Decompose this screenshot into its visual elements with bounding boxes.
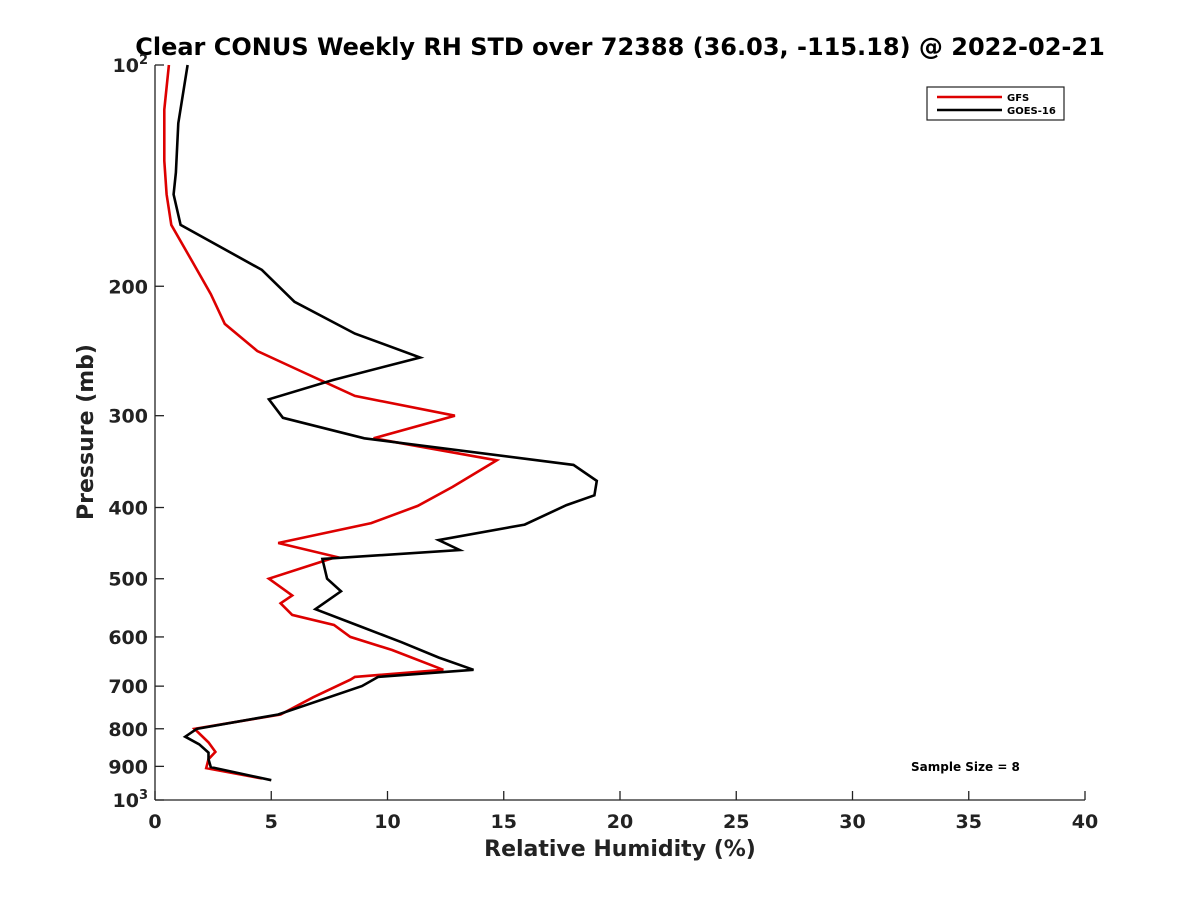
y-tick-label: 300: [108, 406, 148, 428]
legend-box: [926, 86, 1065, 121]
x-tick-label: 5: [265, 811, 278, 833]
y-tick-label: 200: [108, 276, 148, 298]
y-tick-label: 700: [108, 676, 148, 698]
y-axis-ticks: 102 200 300 400 500 600 700 800 900 103: [108, 53, 164, 812]
x-tick-label: 35: [956, 811, 982, 833]
legend: GFS GOES-16: [926, 86, 1065, 121]
y-tick-label: 102: [113, 53, 149, 77]
x-tick-label: 10: [374, 811, 400, 833]
y-tick-label: 500: [108, 569, 148, 591]
y-tick-label: 900: [108, 756, 148, 778]
y-tick-label: 103: [113, 788, 149, 812]
x-axis-ticks: 0 5 10 15 20 25 30 35 40: [148, 791, 1098, 833]
x-tick-label: 20: [607, 811, 633, 833]
y-axis-label: Pressure (mb): [74, 344, 99, 520]
series-line-goes16: [172, 64, 599, 782]
y-tick-label: 800: [108, 719, 148, 741]
sample-size-annotation: Sample Size = 8: [911, 760, 1020, 774]
chart-title: Clear CONUS Weekly RH STD over 72388 (36…: [135, 33, 1105, 61]
x-tick-label: 0: [148, 811, 161, 833]
legend-label-gfs: GFS: [1007, 93, 1029, 104]
legend-label-goes16: GOES-16: [1007, 106, 1056, 117]
series-layer: [163, 64, 599, 782]
y-tick-label: 600: [108, 627, 148, 649]
x-tick-label: 25: [723, 811, 749, 833]
plot-area: [155, 65, 1085, 800]
y-tick-label: 400: [108, 498, 148, 520]
x-tick-label: 30: [839, 811, 865, 833]
x-axis-label: Relative Humidity (%): [484, 837, 756, 862]
x-tick-label: 40: [1072, 811, 1098, 833]
x-tick-label: 15: [491, 811, 517, 833]
